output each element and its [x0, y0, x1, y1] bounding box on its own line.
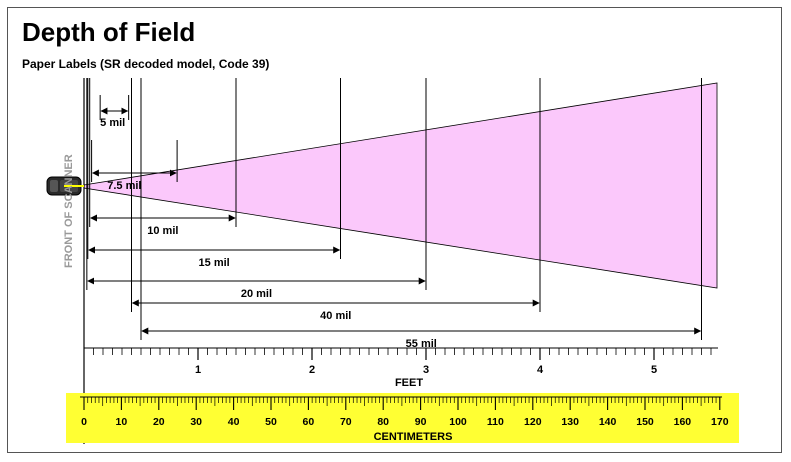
range-label: 5 mil [100, 117, 125, 129]
range-20-mil: 20 mil [86, 78, 427, 300]
range-label: 7.5 mil [107, 180, 141, 192]
feet-tick-label: 2 [309, 364, 315, 376]
range-label: 20 mil [241, 288, 272, 300]
cm-tick-label: 160 [674, 416, 692, 428]
range-label: 55 mil [406, 338, 437, 350]
scan-beam [83, 82, 718, 289]
scanner-icon [46, 176, 84, 196]
cm-tick-label: 40 [228, 416, 240, 428]
centimeter-axis: 0 10 20 30 40 50 60 70 80 90 100 110 120 130 140 150 160… [66, 393, 739, 443]
feet-axis-label: FEET [395, 377, 423, 389]
cm-tick-label: 50 [265, 416, 277, 428]
range-5-mil: 5 mil [99, 95, 130, 129]
cm-tick-label: 140 [599, 416, 617, 428]
range-15-mil: 15 mil [87, 78, 341, 269]
centimeter-band [66, 393, 739, 443]
cm-tick-label: 90 [415, 416, 427, 428]
cm-tick-label: 70 [340, 416, 352, 428]
range-label: 15 mil [199, 257, 230, 269]
cm-tick-label: 120 [524, 416, 542, 428]
feet-tick-label: 1 [195, 364, 201, 376]
feet-tick-label: 5 [651, 364, 657, 376]
range-40-mil: 40 mil [131, 78, 541, 322]
cm-tick-label: 130 [561, 416, 579, 428]
cm-tick-label: 170 [711, 416, 729, 428]
cm-tick-label: 100 [449, 416, 467, 428]
range-7-5-mil: 7.5 mil [91, 140, 178, 192]
cm-tick-label: 60 [303, 416, 315, 428]
cm-tick-label: 10 [116, 416, 128, 428]
range-55-mil: 55 mil [140, 78, 702, 350]
feet-axis: 1 2 3 4 5 FEET [84, 347, 718, 389]
page-subtitle: Paper Labels (SR decoded model, Code 39) [22, 57, 270, 71]
range-label: 40 mil [320, 310, 351, 322]
range-markers: 5 mil 7.5 mil 10 mil 15 mil 20 mil 40 mil 55 m… [86, 78, 702, 350]
range-10-mil: 10 mil [89, 78, 237, 237]
cm-tick-label: 150 [636, 416, 654, 428]
page-title: Depth of Field [22, 17, 196, 47]
range-label: 10 mil [147, 225, 178, 237]
cm-tick-label: 30 [190, 416, 202, 428]
centimeter-axis-label: CENTIMETERS [374, 431, 453, 443]
cm-tick-label: 80 [377, 416, 389, 428]
cm-tick-label: 0 [81, 416, 87, 428]
cm-tick-label: 20 [153, 416, 165, 428]
cm-tick-label: 110 [487, 416, 504, 428]
scanner-label: FRONT OF SCANNER [63, 154, 75, 268]
feet-tick-label: 3 [423, 364, 429, 376]
feet-tick-label: 4 [537, 364, 544, 376]
